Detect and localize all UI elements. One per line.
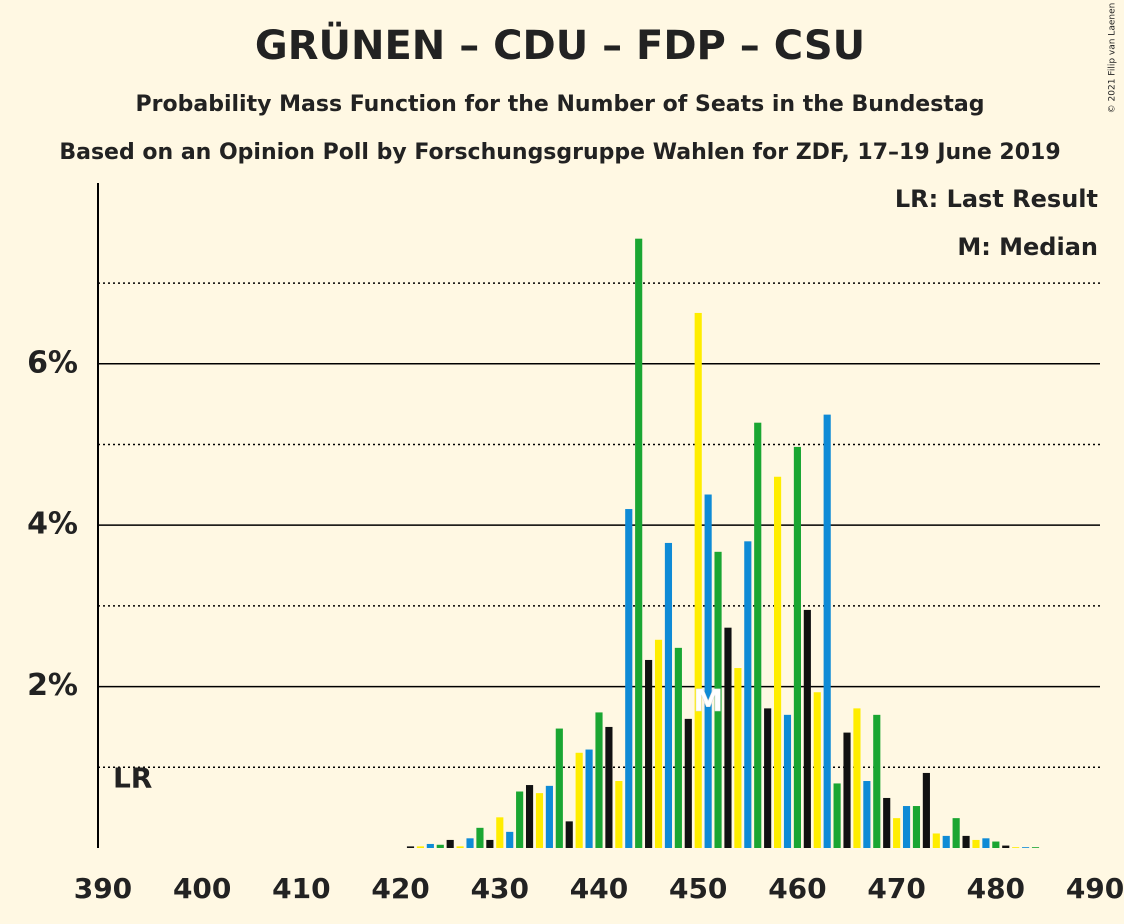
legend-entry: M: Median [957, 233, 1098, 261]
bar [704, 494, 712, 848]
bar [813, 692, 821, 848]
bar [1022, 847, 1030, 848]
bar [764, 708, 772, 848]
bar [893, 818, 901, 848]
y-tick-label: 6% [27, 345, 78, 380]
bar [873, 714, 881, 848]
bar [982, 838, 990, 848]
bar [565, 821, 573, 848]
credit: © 2021 Filip van Laenen [1108, 3, 1118, 114]
bar [496, 817, 504, 848]
chart-title: GRÜNEN – CDU – FDP – CSU [255, 21, 865, 69]
bar [754, 422, 762, 848]
y-tick-label: 2% [27, 668, 78, 703]
bar [853, 708, 861, 848]
bar [466, 838, 474, 848]
bar [684, 718, 692, 848]
bar [962, 835, 970, 848]
bar [972, 839, 980, 848]
bar [575, 752, 583, 848]
chart-subtitle: Based on an Opinion Poll by Forschungsgr… [59, 140, 1060, 165]
x-tick-label: 410 [272, 872, 330, 905]
bar [664, 542, 673, 848]
bar [506, 831, 514, 848]
bar [843, 732, 851, 848]
bar [615, 781, 623, 848]
bar [823, 414, 831, 848]
x-tick-label: 420 [371, 872, 429, 905]
bar [585, 749, 593, 848]
bar [774, 476, 782, 848]
x-tick-label: 490 [1066, 872, 1124, 905]
bar [426, 843, 434, 848]
bar [922, 772, 930, 848]
bar [724, 627, 732, 848]
bar [793, 446, 801, 848]
bar [406, 846, 415, 848]
x-tick-label: 470 [867, 872, 925, 905]
bar [942, 835, 950, 848]
bar [635, 238, 643, 849]
bar [486, 839, 494, 848]
bar [625, 509, 633, 848]
bar [516, 791, 524, 848]
bar [734, 668, 742, 848]
x-tick-label: 460 [768, 872, 826, 905]
bar [605, 726, 613, 848]
bar [1002, 845, 1010, 848]
bar [863, 781, 871, 848]
last-result-marker: LR [113, 761, 152, 794]
bar [545, 785, 553, 848]
bar [714, 551, 722, 848]
bar [674, 647, 682, 848]
bar [654, 639, 663, 848]
bar [694, 312, 702, 849]
bar [456, 846, 464, 848]
x-tick-label: 400 [173, 872, 231, 905]
bar [992, 841, 1000, 848]
bar [446, 839, 454, 848]
bar [525, 785, 534, 848]
y-tick-label: 4% [27, 507, 78, 542]
x-tick-label: 450 [669, 872, 727, 905]
bar [535, 793, 544, 848]
bar [783, 714, 792, 848]
chart-subtitle: Probability Mass Function for the Number… [136, 92, 985, 117]
bar [932, 833, 940, 848]
bar [416, 846, 424, 848]
bar [436, 844, 444, 848]
bar [595, 712, 603, 848]
legend-entry: LR: Last Result [895, 185, 1098, 213]
x-tick-label: 440 [570, 872, 628, 905]
bar [744, 541, 752, 848]
bar [912, 806, 921, 848]
bar [902, 806, 911, 848]
x-tick-label: 430 [471, 872, 529, 905]
bar [476, 827, 484, 848]
bar [803, 609, 811, 848]
bar [1031, 847, 1040, 848]
bar [645, 659, 653, 848]
bar [833, 783, 841, 848]
bar [883, 797, 891, 848]
bar [952, 818, 960, 848]
bar [555, 728, 563, 848]
x-tick-label: 480 [967, 872, 1025, 905]
bar [1012, 847, 1020, 848]
median-marker: M [693, 684, 723, 719]
x-tick-label: 390 [74, 872, 132, 905]
